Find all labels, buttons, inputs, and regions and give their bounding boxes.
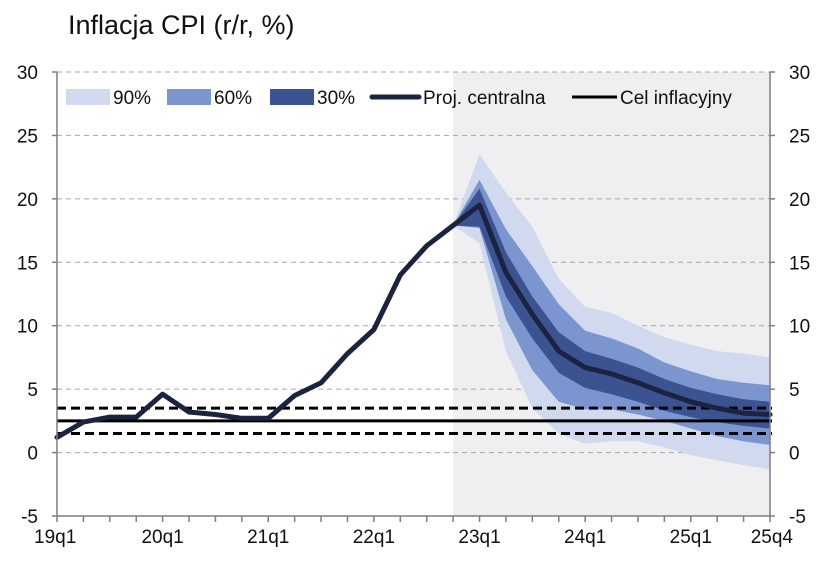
y-tick-label-left: 30 [17, 63, 38, 84]
y-tick-label-right: -5 [789, 507, 806, 528]
legend-90-label: 90% [113, 88, 151, 109]
x-tick-label: 23q1 [458, 527, 500, 548]
y-tick-label-left: 15 [17, 253, 38, 274]
x-tick-label: 25q4 [751, 527, 794, 548]
y-tick-label-left: 20 [17, 190, 38, 211]
gridlines [57, 71, 770, 454]
legend-90-swatch [66, 89, 110, 105]
x-tick-label: 22q1 [353, 527, 395, 548]
chart-title: Inflacja CPI (r/r, %) [68, 10, 295, 40]
legend-30-label: 30% [317, 88, 355, 109]
y-tick-label-left: 0 [27, 444, 38, 465]
x-tick-label: 20q1 [141, 527, 183, 548]
legend-30-swatch [270, 89, 314, 105]
central-projection-line [54, 202, 773, 440]
x-tick-label: 24q1 [564, 527, 606, 548]
legend-central-label: Proj. centralna [423, 88, 546, 109]
x-tick-label: 25q1 [670, 527, 712, 548]
legend-60-swatch [167, 89, 211, 105]
y-tick-label-right: 30 [789, 63, 810, 84]
y-tick-label-right: 10 [789, 317, 810, 338]
central-projection-layer [54, 202, 773, 440]
inflation-target-lines [57, 406, 772, 436]
fan-band-60 [453, 179, 770, 446]
y-tick-label-right: 5 [789, 380, 800, 401]
y-tick-label-right: 0 [789, 444, 800, 465]
legend-60-label: 60% [214, 88, 252, 109]
y-tick-label-right: 20 [789, 190, 810, 211]
y-tick-label-left: 10 [17, 317, 38, 338]
axes: -5 -5 0 0 5 5 10 10 15 15 20 20 25 25 30 30 19q1 20q1 21q1… [17, 63, 810, 548]
x-tick-label: 19q1 [34, 527, 76, 548]
y-tick-label-left: 5 [27, 380, 38, 401]
y-tick-label-left: 25 [17, 126, 38, 147]
y-tick-label-right: 15 [789, 253, 810, 274]
legend-target-label: Cel inflacyjny [620, 88, 732, 109]
legend: 90% 60% 30% Proj. centralna Cel inflacyjny [66, 88, 732, 109]
x-tick-label: 21q1 [247, 527, 289, 548]
y-tick-label-left: -5 [21, 507, 38, 528]
y-tick-label-right: 25 [789, 126, 810, 147]
